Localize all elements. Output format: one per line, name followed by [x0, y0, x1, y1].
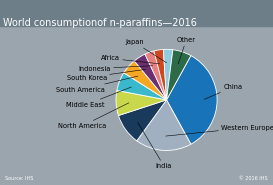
- Text: Africa: Africa: [101, 56, 159, 64]
- Text: World consumptionof n-paraffins—2016: World consumptionof n-paraffins—2016: [3, 18, 197, 28]
- Wedge shape: [118, 100, 167, 141]
- Wedge shape: [167, 56, 217, 144]
- Wedge shape: [167, 50, 191, 100]
- Wedge shape: [163, 49, 173, 100]
- Text: Western Europe: Western Europe: [166, 125, 273, 136]
- Text: Indonesia: Indonesia: [79, 65, 153, 72]
- Text: North America: North America: [58, 103, 129, 129]
- Wedge shape: [116, 90, 167, 115]
- Text: China: China: [204, 84, 242, 99]
- Text: Japan: Japan: [125, 39, 167, 63]
- Text: © 2016 IHS: © 2016 IHS: [239, 176, 268, 181]
- Wedge shape: [124, 61, 167, 100]
- Text: Middle East: Middle East: [66, 87, 131, 108]
- Wedge shape: [154, 49, 167, 100]
- Wedge shape: [137, 100, 191, 150]
- Wedge shape: [117, 73, 167, 100]
- Text: South America: South America: [56, 76, 138, 93]
- Text: South Korea: South Korea: [67, 69, 146, 81]
- Wedge shape: [134, 54, 167, 100]
- Text: Source: IHS: Source: IHS: [5, 176, 34, 181]
- Text: India: India: [138, 122, 172, 169]
- Wedge shape: [145, 51, 167, 100]
- Text: Other: Other: [177, 37, 196, 64]
